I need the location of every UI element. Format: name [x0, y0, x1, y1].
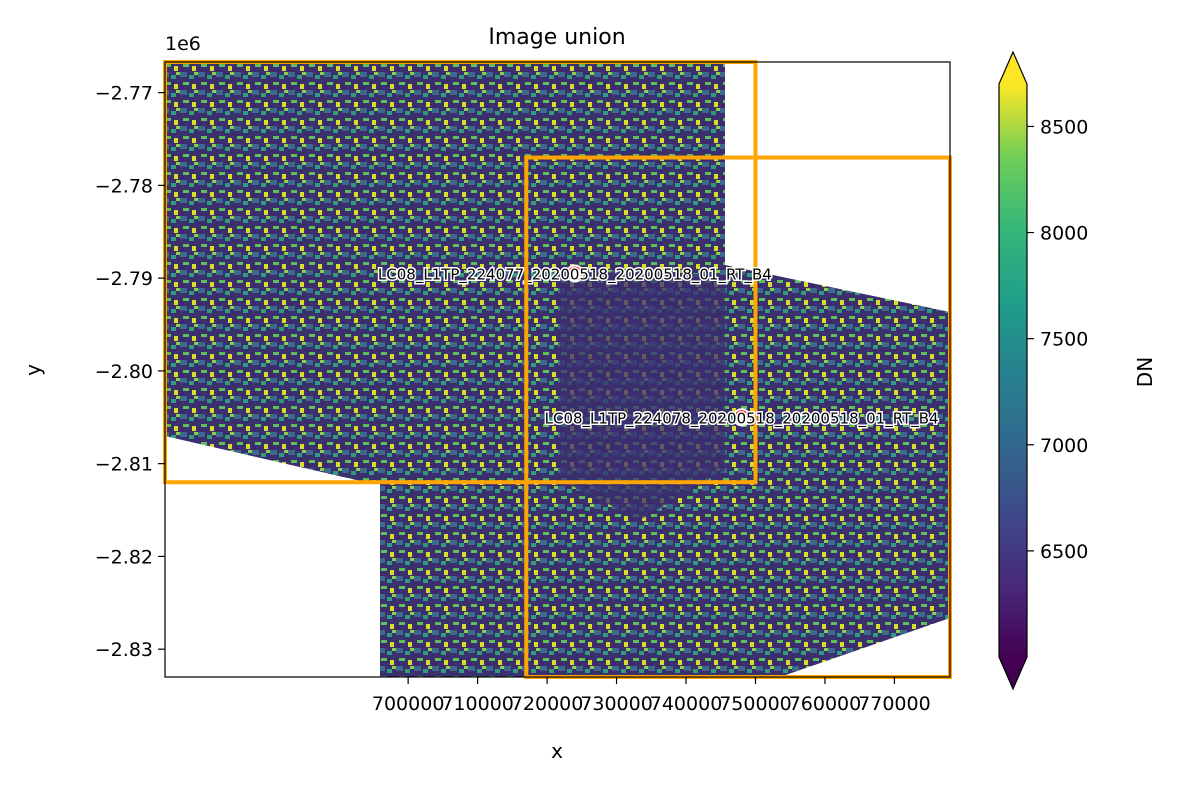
colorbar-tick-label: 7500: [1040, 329, 1088, 351]
y-tick-label: −2.83: [95, 639, 153, 661]
colorbar-tick-label: 8500: [1040, 116, 1088, 138]
colorbar-gradient: [999, 84, 1027, 657]
x-axis-ticks: 7000007100007200007300007400007500007600…: [372, 677, 931, 715]
x-tick-label: 700000: [372, 693, 445, 715]
x-tick-label: 740000: [650, 693, 723, 715]
axes-frame: [164, 61, 951, 678]
footprint-label: LC08_L1TP_224078_20200518_20200518_01_RT…: [545, 409, 939, 428]
colorbar-tick-label: 6500: [1040, 541, 1088, 563]
footprint-label: LC08_L1TP_224077_20200518_20200518_01_RT…: [378, 265, 772, 284]
colorbar-tick-label: 7000: [1040, 435, 1088, 457]
colorbar-ticks: 6500 7000 7500 8000 8500: [1027, 116, 1088, 563]
x-tick-label: 770000: [858, 693, 931, 715]
colorbar-tick-label: 8000: [1040, 223, 1088, 245]
y-tick-label: −2.79: [95, 268, 153, 290]
x-tick-label: 760000: [789, 693, 862, 715]
colorbar-extend-bottom: [999, 657, 1027, 689]
colorbar-extend-top: [999, 52, 1027, 84]
colorbar: 6500 7000 7500 8000 8500 DN: [998, 50, 1157, 691]
x-axis-label: x: [551, 739, 563, 763]
y-tick-label: −2.81: [95, 454, 153, 476]
y-tick-label: −2.77: [95, 83, 153, 105]
x-tick-label: 720000: [511, 693, 584, 715]
y-tick-label: −2.82: [95, 546, 153, 568]
y-axis-label: y: [21, 364, 45, 376]
y-offset-label: 1e6: [165, 33, 201, 55]
footprint-center-marker: [567, 266, 582, 281]
chart-title: Image union: [488, 25, 625, 50]
colorbar-label: DN: [1133, 357, 1157, 387]
footprint-center-marker: [734, 410, 749, 425]
raster-dark-region: [560, 270, 725, 520]
y-tick-label: −2.78: [95, 175, 153, 197]
x-tick-label: 750000: [719, 693, 792, 715]
x-tick-label: 730000: [580, 693, 653, 715]
colorbar-outline: [998, 50, 1028, 691]
plot-area: LC08_L1TP_224077_20200518_20200518_01_RT…: [163, 60, 952, 680]
y-axis-ticks: −2.77 −2.78 −2.79 −2.80 −2.81 −2.82 −2.83: [95, 83, 165, 661]
y-tick-label: −2.80: [95, 361, 153, 383]
x-tick-label: 710000: [441, 693, 514, 715]
